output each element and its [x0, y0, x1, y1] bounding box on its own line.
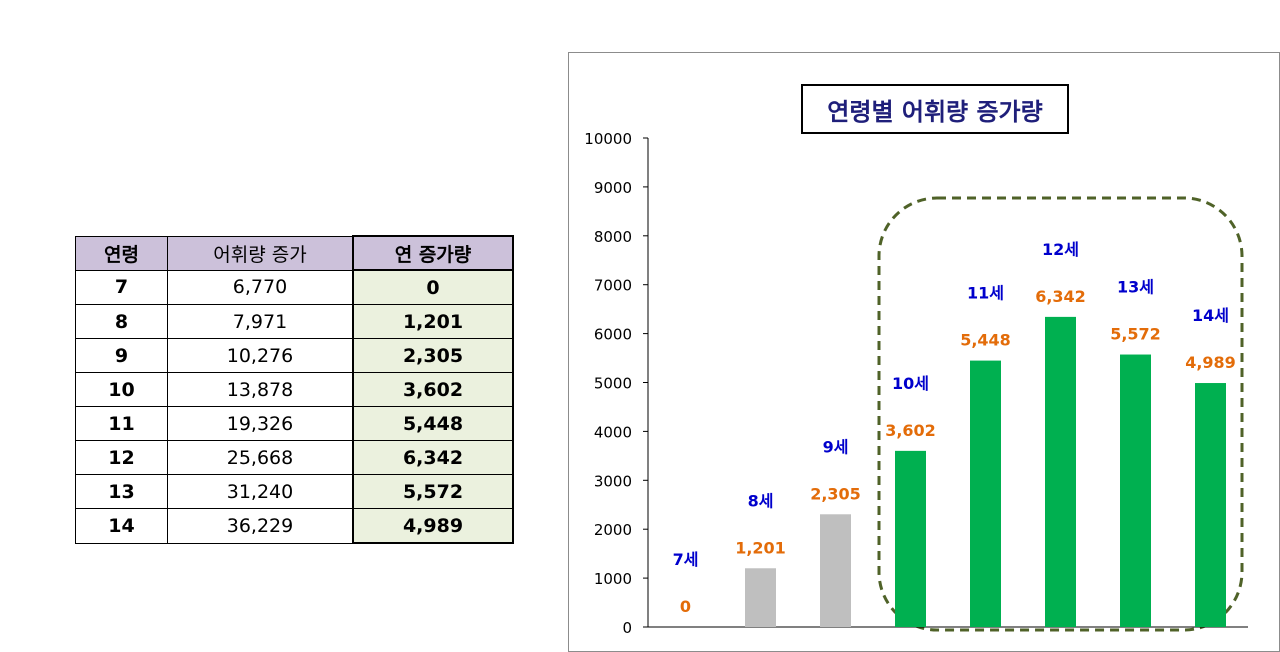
table-row: 10 13,878 3,602 — [75, 372, 514, 407]
cell-increase: 2,305 — [352, 338, 514, 373]
y-tick-label: 2000 — [594, 521, 632, 539]
cell-increase: 1,201 — [352, 304, 514, 339]
bar — [1045, 316, 1076, 627]
bar — [820, 514, 851, 627]
cell-vocabulary: 36,229 — [167, 508, 354, 544]
bar-value-label: 5,448 — [960, 331, 1011, 350]
bar-value-label: 3,602 — [885, 421, 936, 440]
chart-title: 연령별 어휘량 증가량 — [801, 84, 1069, 134]
table-row: 8 7,971 1,201 — [75, 304, 514, 339]
y-tick-label: 7000 — [594, 277, 632, 295]
bar-value-label: 4,989 — [1185, 353, 1236, 372]
y-tick-label: 5000 — [594, 375, 632, 393]
cell-vocabulary: 31,240 — [167, 474, 354, 509]
bar-category-label: 7세 — [673, 550, 699, 569]
cell-age: 7 — [75, 269, 168, 305]
cell-increase: 4,989 — [352, 508, 514, 544]
y-tick-label: 8000 — [594, 228, 632, 246]
cell-increase: 5,448 — [352, 406, 514, 441]
y-tick-label: 1000 — [594, 570, 632, 588]
table-row: 13 31,240 5,572 — [75, 474, 514, 509]
y-tick-label: 9000 — [594, 179, 632, 197]
bar-category-label: 14세 — [1192, 306, 1229, 325]
y-tick-label: 0 — [622, 619, 632, 635]
y-tick-label: 6000 — [594, 326, 632, 344]
cell-vocabulary: 13,878 — [167, 372, 354, 407]
y-tick-label: 4000 — [594, 423, 632, 441]
bar-category-label: 12세 — [1042, 240, 1079, 259]
cell-age: 10 — [75, 372, 168, 407]
bar — [1120, 354, 1151, 627]
y-tick-label: 10000 — [584, 130, 632, 148]
header-age: 연령 — [75, 235, 168, 271]
bar-category-label: 9세 — [823, 437, 849, 456]
y-tick-label: 3000 — [594, 472, 632, 490]
cell-vocabulary: 10,276 — [167, 338, 354, 373]
bar — [895, 450, 926, 627]
bar-category-label: 10세 — [892, 374, 929, 393]
bar-category-label: 11세 — [967, 284, 1004, 303]
cell-increase: 0 — [352, 269, 514, 305]
cell-increase: 3,602 — [352, 372, 514, 407]
cell-age: 9 — [75, 338, 168, 373]
highlight-dashed-box — [877, 196, 1244, 632]
bar-category-label: 13세 — [1117, 278, 1154, 297]
bar — [970, 360, 1001, 627]
table-row: 14 36,229 4,989 — [75, 508, 514, 544]
cell-vocabulary: 7,971 — [167, 304, 354, 339]
cell-age: 13 — [75, 474, 168, 509]
bar-category-label: 8세 — [748, 491, 774, 510]
cell-vocabulary: 19,326 — [167, 406, 354, 441]
bar-value-label: 0 — [680, 597, 691, 616]
bar — [1195, 383, 1226, 627]
cell-age: 8 — [75, 304, 168, 339]
table-row: 11 19,326 5,448 — [75, 406, 514, 441]
cell-increase: 5,572 — [352, 474, 514, 509]
bar-value-label: 6,342 — [1035, 287, 1086, 306]
bar-value-label: 2,305 — [810, 484, 861, 503]
bar-chart: 0 1000 2000 3000 4000 5000 6000 7000 8000 9000 100… — [584, 130, 1248, 635]
vocabulary-table: 연령 어휘량 증가 연 증가량 7 6,770 0 8 7,971 1,201 … — [75, 235, 514, 544]
header-annual-increase: 연 증가량 — [352, 235, 514, 271]
table-row: 7 6,770 0 — [75, 269, 514, 305]
table-row: 9 10,276 2,305 — [75, 338, 514, 373]
cell-age: 14 — [75, 508, 168, 544]
cell-vocabulary: 6,770 — [167, 269, 354, 305]
bar — [745, 568, 776, 627]
bar-value-label: 5,572 — [1110, 325, 1161, 344]
bar-value-label: 1,201 — [735, 538, 786, 557]
table-header-row: 연령 어휘량 증가 연 증가량 — [75, 235, 514, 271]
